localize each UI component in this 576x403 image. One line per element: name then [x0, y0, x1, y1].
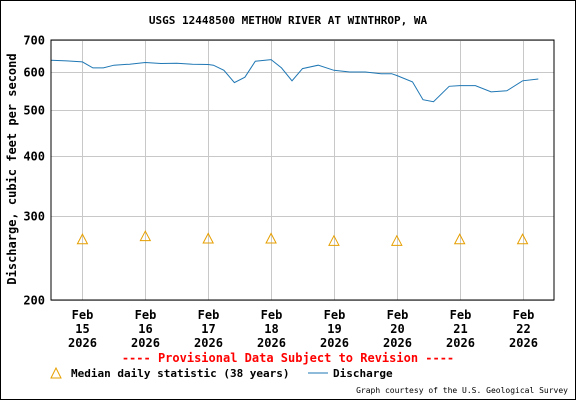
- chart-title: USGS 12448500 METHOW RIVER AT WINTHROP, …: [149, 14, 428, 27]
- y-tick-labels: 200 300 400 500 600 700: [23, 34, 45, 308]
- median-point: [328, 234, 340, 246]
- legend-median-label: Median daily statistic (38 years): [71, 367, 290, 380]
- x-tick-label: 20: [390, 322, 404, 336]
- x-tick-label: 18: [264, 322, 278, 336]
- x-tick-label: 17: [201, 322, 215, 336]
- x-tick-label: 19: [327, 322, 341, 336]
- y-tick-label: 600: [23, 66, 45, 80]
- x-tick-labels: Feb152026Feb162026Feb172026Feb182026Feb1…: [68, 308, 538, 350]
- y-axis-label: Discharge, cubic feet per second: [5, 53, 19, 284]
- median-point: [202, 232, 215, 244]
- provisional-note: ---- Provisional Data Subject to Revisio…: [122, 351, 454, 365]
- x-tick-label: Feb: [198, 308, 220, 322]
- x-tick-label: Feb: [261, 308, 283, 322]
- x-tick-label: 2026: [320, 336, 349, 350]
- graph-credit: Graph courtesy of the U.S. Geological Su…: [356, 386, 568, 395]
- x-tick-label: 2026: [257, 336, 286, 350]
- x-tick-label: 2026: [194, 336, 223, 350]
- x-tick-label: 2026: [68, 336, 97, 350]
- y-tick-label: 700: [23, 34, 45, 48]
- x-tick-label: 21: [453, 322, 467, 336]
- x-tick-label: 2026: [131, 336, 160, 350]
- x-tick-label: 2026: [383, 336, 412, 350]
- x-tick-label: Feb: [513, 308, 535, 322]
- series-layer: [50, 59, 539, 246]
- x-tick-label: 22: [516, 322, 530, 336]
- x-tick-label: 16: [138, 322, 152, 336]
- x-tick-label: Feb: [387, 308, 409, 322]
- x-tick-label: Feb: [72, 308, 94, 322]
- x-tick-label: 2026: [446, 336, 475, 350]
- y-tick-label: 400: [23, 150, 45, 164]
- y-tick-label: 500: [23, 104, 45, 118]
- discharge-line: [50, 59, 539, 103]
- grid-lines: [51, 40, 554, 301]
- median-point: [516, 233, 529, 245]
- plot-area-border: [50, 39, 555, 301]
- x-tick-label: Feb: [450, 308, 472, 322]
- x-tick-label: 2026: [509, 336, 538, 350]
- median-point: [265, 232, 277, 244]
- x-tick-label: 15: [75, 322, 89, 336]
- median-point: [390, 234, 403, 246]
- median-point: [76, 233, 89, 245]
- legend: Median daily statistic (38 years) Discha…: [50, 366, 393, 380]
- y-tick-label: 200: [23, 294, 45, 308]
- legend-discharge-label: Discharge: [333, 367, 393, 380]
- x-tick-label: Feb: [324, 308, 346, 322]
- median-point: [139, 230, 152, 242]
- y-tick-label: 300: [23, 210, 45, 224]
- median-point: [453, 233, 466, 245]
- x-tick-label: Feb: [135, 308, 157, 322]
- legend-median-marker: [50, 366, 62, 379]
